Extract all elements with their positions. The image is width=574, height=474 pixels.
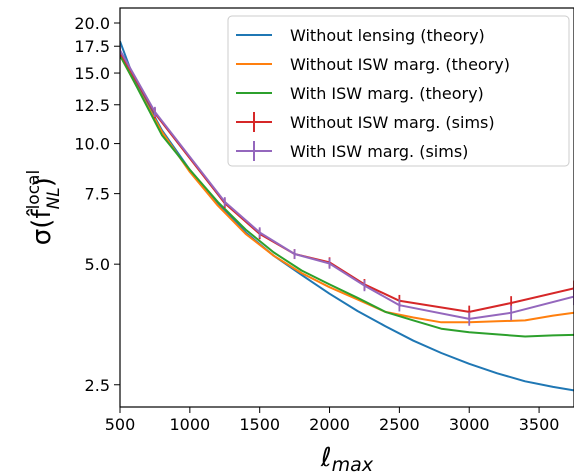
y-tick-label: 20.0 — [74, 14, 110, 33]
y-tick-label: 7.5 — [85, 185, 110, 204]
series-3 — [120, 54, 574, 338]
x-tick-label: 3500 — [519, 415, 560, 434]
legend-label: With ISW marg. (theory) — [290, 84, 484, 103]
x-axis-label-subscript: max — [332, 454, 374, 474]
y-axis: 2.5 5.0 7.5 10.0 12.5 15.0 17.5 20.0 — [74, 14, 120, 395]
x-tick-label: 2000 — [309, 415, 350, 434]
x-tick-label: 1500 — [239, 415, 280, 434]
legend-item: With ISW marg. (theory) — [236, 84, 484, 103]
x-axis: 500 1000 1500 2000 2500 3000 3500 — [105, 407, 560, 434]
y-axis-label-superscript: local — [24, 170, 44, 210]
y-axis-label-subscript: NL — [44, 187, 64, 209]
x-tick-label: 500 — [105, 415, 136, 434]
y-tick-label: 17.5 — [74, 37, 110, 56]
x-axis-label: ℓmax — [320, 443, 374, 474]
y-axis-label-main: σ(f̂ — [25, 208, 57, 245]
legend: Without lensing (theory) Without ISW marg… — [227, 15, 570, 167]
legend-box — [227, 15, 570, 167]
legend-label: Without ISW marg. (theory) — [290, 55, 510, 74]
legend-item: With ISW marg. (sims) — [236, 141, 468, 161]
y-tick-label: 12.5 — [74, 96, 110, 115]
plot-frame — [119, 7, 574, 408]
legend-label: Without lensing (theory) — [290, 26, 485, 45]
legend-label: Without ISW marg. (sims) — [290, 113, 495, 132]
x-tick-label: 3000 — [449, 415, 490, 434]
y-tick-label: 15.0 — [74, 64, 110, 83]
y-tick-label: 10.0 — [74, 135, 110, 154]
series-5 — [120, 45, 574, 326]
x-tick-label: 2500 — [379, 415, 420, 434]
legend-label: With ISW marg. (sims) — [290, 142, 468, 161]
y-tick-label: 2.5 — [85, 376, 110, 395]
series-3-line — [120, 54, 574, 338]
x-axis-label-main: ℓ — [320, 443, 332, 473]
y-tick-label: 5.0 — [85, 255, 110, 274]
x-tick-label: 1000 — [169, 415, 210, 434]
legend-item: Without ISW marg. (theory) — [236, 55, 510, 74]
legend-item: Without ISW marg. (sims) — [236, 112, 495, 132]
y-axis-label: σ(f̂localNL) — [24, 170, 64, 245]
y-axis-label-close: ) — [29, 177, 59, 187]
legend-item: Without lensing (theory) — [236, 26, 485, 45]
series-layer — [120, 40, 574, 392]
